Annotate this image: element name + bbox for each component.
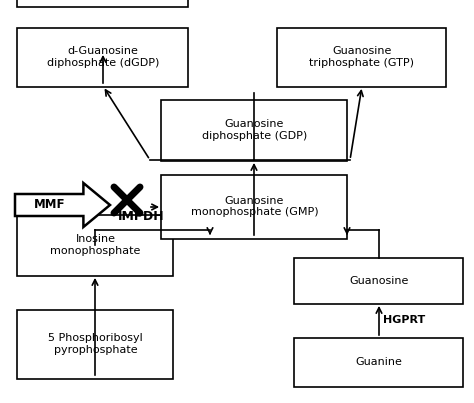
FancyBboxPatch shape [294,258,464,303]
Text: Guanosine
monophosphate (GMP): Guanosine monophosphate (GMP) [191,196,319,217]
FancyBboxPatch shape [162,174,347,239]
Text: MMF: MMF [34,199,65,212]
Text: Inosine
monophosphate: Inosine monophosphate [50,234,141,256]
Text: Guanosine
diphosphate (GDP): Guanosine diphosphate (GDP) [202,119,307,141]
FancyBboxPatch shape [18,214,173,276]
Text: Guanosine: Guanosine [349,276,409,285]
Text: IMPDH: IMPDH [118,210,164,222]
Text: Guanosine
triphosphate (GTP): Guanosine triphosphate (GTP) [310,46,414,68]
FancyBboxPatch shape [294,337,464,386]
FancyBboxPatch shape [18,0,189,6]
FancyBboxPatch shape [162,100,347,160]
FancyBboxPatch shape [18,310,173,378]
Text: HGPRT: HGPRT [383,315,425,325]
FancyBboxPatch shape [277,27,447,87]
Text: d-Guanosine
diphosphate (dGDP): d-Guanosine diphosphate (dGDP) [47,46,159,68]
Polygon shape [15,183,110,227]
FancyBboxPatch shape [18,27,189,87]
Text: 5 Phosphoribosyl
pyrophosphate: 5 Phosphoribosyl pyrophosphate [48,333,143,355]
Text: Guanine: Guanine [356,357,402,367]
